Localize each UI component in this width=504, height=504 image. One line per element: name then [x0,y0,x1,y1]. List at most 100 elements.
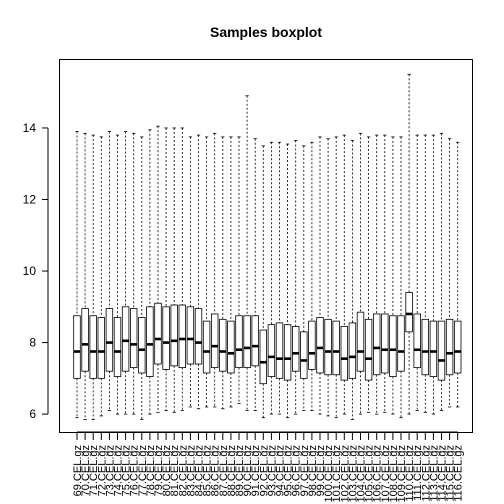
box [73,315,81,379]
x-tick-label: 89.CEL.gz [234,445,246,496]
box [413,313,421,369]
x-tick-label: 96.CEL.gz [291,445,303,496]
box [105,308,114,372]
x-tick-label: 92.CEL.gz [258,445,270,496]
box [348,322,357,379]
x-tick-label: 107.CEL.gz [380,445,392,502]
box [227,320,235,374]
x-tick-label: 69.CEL.gz [72,445,84,496]
box [89,315,97,379]
x-tick-label: 80.CEL.gz [161,445,173,496]
y-axis: 6 8 10 12 14 [23,121,49,421]
box [275,322,284,379]
x-tick-label: 87.CEL.gz [218,445,230,496]
x-tick-label: 91.CEL.gz [250,445,262,496]
box [445,318,454,376]
x-tick-label: 98.CEL.gz [307,445,319,496]
box [146,306,154,377]
x-tick-label: 109.CEL.gz [396,445,408,502]
box [210,313,219,369]
boxes-group [73,73,462,420]
x-tick-label: 76.CEL.gz [129,445,141,496]
x-tick-label: 114.CEL.gz [437,445,449,502]
box [129,308,138,369]
box [300,331,308,379]
box [251,315,259,367]
box [429,320,438,377]
y-tick-label: 8 [29,336,36,350]
box [113,317,122,377]
y-tick-label: 10 [23,264,37,278]
box [316,317,324,374]
box [121,306,130,372]
box [453,320,462,374]
box [283,324,292,381]
x-tick-label: 100.CEL.gz [323,445,335,502]
x-tick-label: 112.CEL.gz [420,445,432,502]
box [291,326,300,372]
x-tick-label: 102.CEL.gz [339,445,351,502]
box [259,329,267,385]
x-tick-label: 108.CEL.gz [388,445,400,502]
x-tick-label: 71.CEL.gz [88,445,100,496]
x-tick-label: 75.CEL.gz [121,445,133,496]
box [332,320,340,376]
box [397,315,405,372]
x-tick-label: 88.CEL.gz [226,445,238,496]
box [364,318,373,381]
box [178,304,186,369]
x-tick-label: 72.CEL.gz [96,445,108,496]
x-tick-label: 77.CEL.gz [137,445,149,496]
box [267,324,276,377]
x-axis-labels: 69.CEL.gz70.CEL.gz71.CEL.gz72.CEL.gz73.C… [72,431,465,502]
box [324,318,332,376]
box [389,315,397,377]
box [381,313,389,374]
y-tick-label: 14 [23,121,37,135]
x-tick-label: 82.CEL.gz [177,445,189,496]
x-tick-label: 113.CEL.gz [428,445,440,502]
x-tick-label: 78.CEL.gz [145,445,157,496]
box [186,306,195,365]
x-tick-label: 90.CEL.gz [242,445,254,496]
x-tick-label: 111.CEL.gz [412,445,424,501]
box [97,317,105,379]
x-tick-label: 106.CEL.gz [372,445,384,502]
x-tick-label: 85.CEL.gz [202,445,214,496]
box [202,320,211,374]
x-tick-label: 79.CEL.gz [153,445,165,496]
x-tick-label: 74.CEL.gz [113,445,125,496]
x-tick-label: 110.CEL.gz [404,445,416,502]
x-tick-label: 94.CEL.gz [275,445,287,496]
box [235,315,243,369]
x-tick-label: 84.CEL.gz [194,445,206,496]
box [162,306,170,370]
box [194,308,203,365]
x-tick-label: 93.CEL.gz [266,445,278,496]
box [170,304,178,367]
x-tick-label: 115.CEL.gz [445,445,457,502]
x-tick-label: 101.CEL.gz [331,445,343,502]
x-tick-label: 73.CEL.gz [104,445,116,496]
x-tick-label: 116.CEL.gz [453,445,465,502]
box [138,317,146,374]
box [356,311,365,372]
box [340,326,348,381]
y-tick-label: 12 [23,193,37,207]
box [437,320,446,381]
box [421,318,429,376]
x-tick-label: 86.CEL.gz [210,445,222,496]
box [219,318,227,372]
x-tick-label: 105.CEL.gz [364,445,376,502]
box [154,302,162,365]
chart-title: Samples boxplot [210,24,322,40]
y-tick-label: 6 [29,407,36,421]
box [405,292,413,333]
x-tick-label: 83.CEL.gz [185,445,197,496]
box [308,320,316,370]
x-tick-label: 99.CEL.gz [315,445,327,496]
x-tick-label: 103.CEL.gz [347,445,359,502]
x-tick-label: 70.CEL.gz [80,445,92,496]
x-tick-label: 95.CEL.gz [283,445,295,496]
